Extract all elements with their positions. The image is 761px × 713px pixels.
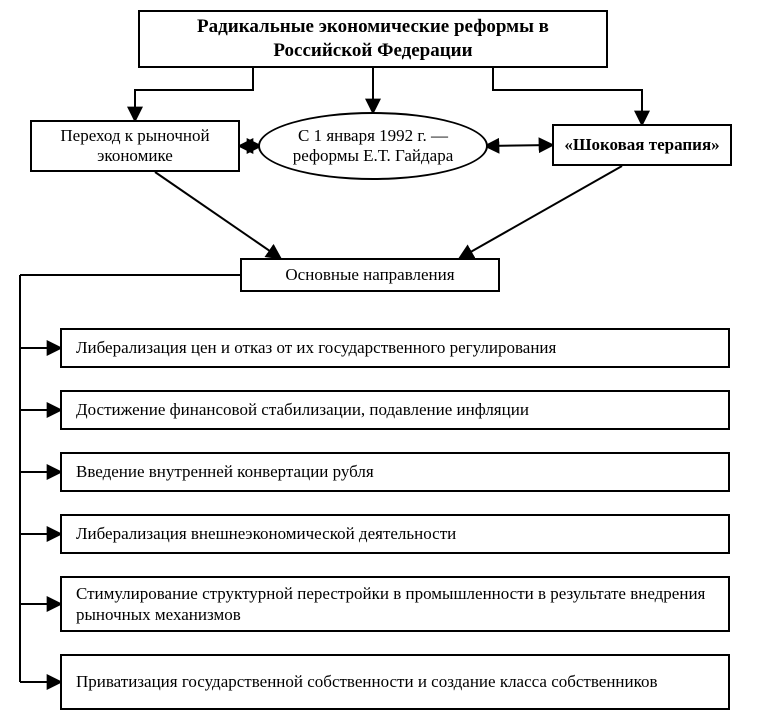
directions-box: Основные направления — [240, 258, 500, 292]
left-box: Переход к рыночной экономике — [30, 120, 240, 172]
direction-item: Приватизация государственной собственнос… — [60, 654, 730, 710]
direction-item: Либерализация внешнеэкономической деятел… — [60, 514, 730, 554]
direction-item-text: Либерализация цен и отказ от их государс… — [76, 337, 556, 358]
direction-item-text: Введение внутренней конвертации рубля — [76, 461, 374, 482]
title-text: Радикальные экономические реформы в Росс… — [148, 15, 598, 63]
direction-item-text: Либерализация внешнеэкономической деятел… — [76, 523, 456, 544]
direction-item: Либерализация цен и отказ от их государс… — [60, 328, 730, 368]
direction-item: Достижение финансовой стабилизации, пода… — [60, 390, 730, 430]
title-box: Радикальные экономические реформы в Росс… — [138, 10, 608, 68]
center-ellipse: С 1 января 1992 г. — реформы Е.Т. Гайдар… — [258, 112, 488, 180]
center-ellipse-text: С 1 января 1992 г. — реформы Е.Т. Гайдар… — [280, 126, 466, 167]
direction-item-text: Приватизация государственной собственнос… — [76, 671, 658, 692]
direction-item-text: Стимулирование структурной перестройки в… — [76, 583, 714, 626]
left-box-text: Переход к рыночной экономике — [40, 126, 230, 167]
right-box-text: «Шоковая терапия» — [564, 135, 719, 155]
direction-item-text: Достижение финансовой стабилизации, пода… — [76, 399, 529, 420]
right-box: «Шоковая терапия» — [552, 124, 732, 166]
directions-label: Основные направления — [285, 265, 454, 285]
direction-item: Введение внутренней конвертации рубля — [60, 452, 730, 492]
direction-item: Стимулирование структурной перестройки в… — [60, 576, 730, 632]
